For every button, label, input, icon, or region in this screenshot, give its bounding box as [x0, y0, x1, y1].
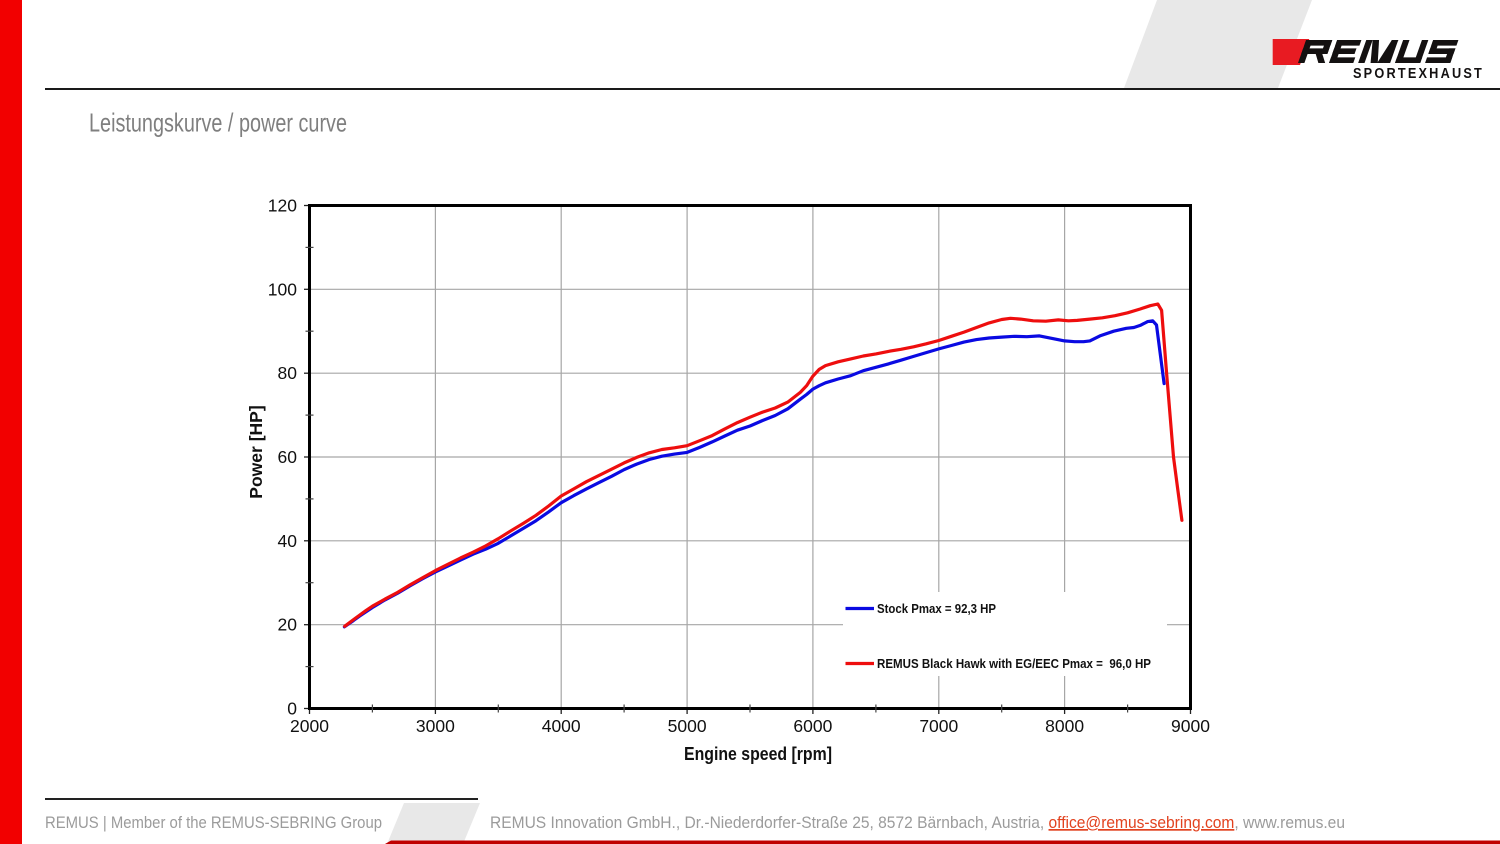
svg-text:40: 40: [278, 531, 298, 551]
svg-text:5000: 5000: [668, 716, 707, 736]
svg-text:120: 120: [268, 196, 297, 216]
svg-text:SPORTEXHAUST: SPORTEXHAUST: [1353, 66, 1484, 82]
svg-text:6000: 6000: [793, 716, 832, 736]
svg-text:Stock Pmax = 92,3 HP: Stock Pmax = 92,3 HP: [877, 602, 996, 616]
svg-text:20: 20: [278, 615, 298, 635]
svg-text:9000: 9000: [1171, 716, 1210, 736]
svg-text:Engine speed [rpm]: Engine speed [rpm]: [684, 744, 832, 764]
svg-text:8000: 8000: [1045, 716, 1084, 736]
svg-text:4000: 4000: [542, 716, 581, 736]
svg-text:2000: 2000: [290, 716, 329, 736]
svg-text:REMUS Innovation GmbH., Dr.-Ni: REMUS Innovation GmbH., Dr.-Niederdorfer…: [490, 813, 1345, 832]
svg-text:Leistungskurve / power curve: Leistungskurve / power curve: [89, 108, 347, 138]
svg-text:REMUS | Member of the REMUS-SE: REMUS | Member of the REMUS-SEBRING Grou…: [45, 813, 382, 832]
svg-text:0: 0: [287, 699, 297, 719]
svg-text:REMUS Black Hawk with EG/EEC P: REMUS Black Hawk with EG/EEC Pmax = 96,0…: [877, 657, 1151, 671]
svg-text:Power [HP]: Power [HP]: [246, 405, 266, 498]
svg-text:60: 60: [278, 447, 298, 467]
svg-text:7000: 7000: [919, 716, 958, 736]
svg-text:80: 80: [278, 363, 298, 383]
svg-text:100: 100: [268, 279, 297, 299]
svg-text:3000: 3000: [416, 716, 455, 736]
